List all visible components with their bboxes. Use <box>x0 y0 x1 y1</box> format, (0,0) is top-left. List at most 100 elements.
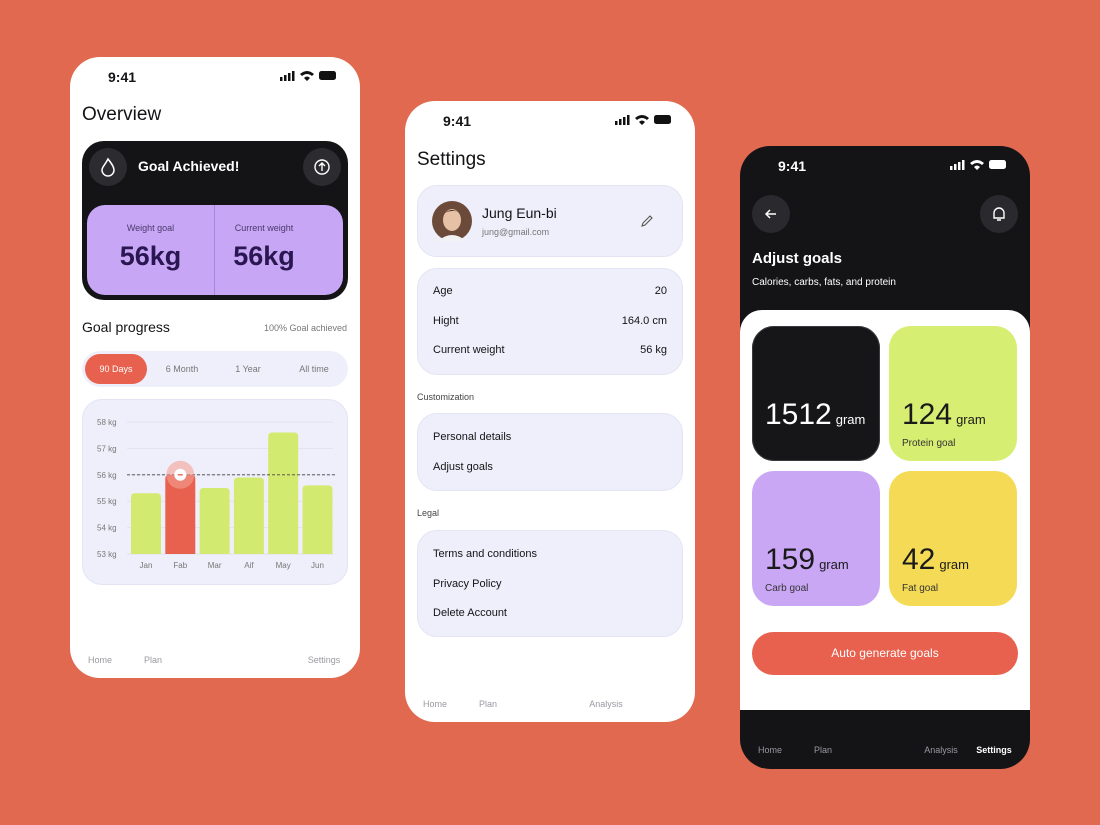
screen-title: Settings <box>417 149 486 170</box>
x-tick-label: Fab <box>173 561 187 570</box>
profile-name: Jung Eun-bi <box>482 205 557 221</box>
nav-label[interactable]: Plan <box>478 699 497 709</box>
tab[interactable]: 1 Year <box>235 364 261 374</box>
bar <box>302 485 333 554</box>
goal-number: 1512 <box>765 398 832 431</box>
status-time: 9:41 <box>108 69 137 85</box>
status-time: 9:41 <box>778 158 807 174</box>
legal-card: Terms and conditions Privacy Policy Delete… <box>417 530 683 637</box>
y-tick-label: 55 kg <box>97 497 117 506</box>
bottom-nav: Home Plan Analysis Settings <box>70 611 360 678</box>
goal-unit: gram <box>956 412 986 427</box>
current-weight-value: 56kg <box>233 241 295 271</box>
bar <box>199 488 230 554</box>
list-label: Adjust goals <box>433 460 493 473</box>
goal-number: 42 <box>902 543 936 576</box>
bar <box>233 477 264 554</box>
nav-label[interactable]: Analysis <box>252 655 290 665</box>
nav-label[interactable]: Home <box>422 699 447 709</box>
overview-screen: 9:41 Overview Goal Achieved! Weight goal… <box>70 57 360 678</box>
back-button[interactable] <box>752 195 790 233</box>
x-tick-label: May <box>276 561 291 570</box>
goal-unit: gram <box>835 412 866 427</box>
info-value: 20 <box>654 285 667 297</box>
goal-tile[interactable]: 42 gram Fat goal <box>889 471 1017 606</box>
section-title: Customization <box>417 392 475 402</box>
info-row: Age 20 <box>433 283 667 299</box>
goal-value: 124 gram <box>902 398 986 432</box>
goal-value: 42 gram <box>902 543 969 577</box>
divider <box>214 205 215 295</box>
goal-number: 159 <box>765 543 816 576</box>
x-tick-label: Aif <box>244 561 254 570</box>
tab[interactable]: All time <box>299 364 329 374</box>
goal-tile[interactable]: 124 gram Protein goal <box>889 326 1017 461</box>
progress-note: 100% Goal achieved <box>263 323 347 333</box>
profile-card[interactable]: Jung Eun-bi jung@gmail.com <box>417 185 683 257</box>
profile-email: jung@gmail.com <box>482 227 550 237</box>
goal-number: 124 <box>902 398 953 431</box>
goal-card: Goal Achieved! Weight goal 56kg Current … <box>82 141 348 300</box>
nav-label[interactable]: Settings <box>307 655 341 665</box>
weight-panel: Weight goal 56kg Current weight 56kg <box>87 205 343 295</box>
y-tick-label: 56 kg <box>97 471 117 480</box>
share-button[interactable] <box>303 148 341 186</box>
goal-value: 159 gram <box>765 543 849 577</box>
section-title: Goal progress <box>82 319 170 335</box>
screen-title: Overview <box>82 104 162 125</box>
list-item[interactable]: Terms and conditions <box>433 546 667 562</box>
info-value: 164.0 cm <box>621 314 667 327</box>
y-tick-label: 54 kg <box>97 524 117 533</box>
nav-label[interactable]: Analysis <box>924 745 958 755</box>
goal-value: 1512 gram <box>765 398 865 432</box>
nav-label[interactable]: Settings <box>976 745 1012 755</box>
customization-card: Personal details Adjust goals <box>417 413 683 491</box>
list-item[interactable]: Delete Account <box>433 605 667 621</box>
section-title: Legal <box>417 508 440 518</box>
goal-title: Goal Achieved! <box>138 158 240 174</box>
list-label: Privacy Policy <box>433 577 502 590</box>
nav-label[interactable]: Home <box>757 745 782 755</box>
list-item[interactable]: Adjust goals <box>433 459 667 475</box>
x-tick-label: Jun <box>311 561 324 570</box>
avatar <box>432 201 472 241</box>
notification-button[interactable] <box>980 195 1018 233</box>
adjust-goals-screen: 9:41 Adjust goals Calories, carbs, fats,… <box>740 146 1030 769</box>
goal-tiles: 1512 gram 124 gram Protein goal 159 gram Carb g… <box>740 146 1030 769</box>
nav-label[interactable]: Plan <box>143 655 162 665</box>
list-item[interactable]: Personal details <box>433 429 667 445</box>
x-tick-label: Mar <box>208 561 222 570</box>
tab-bar: 90 Days 6 Month 1 Year All time <box>82 351 348 387</box>
info-label: Age <box>433 285 453 297</box>
list-label: Delete Account <box>433 607 507 619</box>
info-row: Current weight 56 kg <box>433 342 667 358</box>
tab[interactable]: 6 Month <box>165 364 199 374</box>
goal-unit: gram <box>819 557 849 572</box>
weight-goal-label: Weight goal <box>126 223 175 233</box>
nav-label[interactable]: Plan <box>813 745 832 755</box>
status-icons <box>615 115 671 125</box>
info-label: Current weight <box>433 344 505 356</box>
goal-label: Fat goal <box>902 583 939 594</box>
y-tick-label: 58 kg <box>97 418 117 427</box>
nav-label[interactable]: Analysis <box>589 699 623 709</box>
goal-label: Carb goal <box>765 583 809 594</box>
nav-label[interactable]: Settings <box>641 699 677 709</box>
chart: 53 kg 54 kg 55 kg 56 kg 57 kg 58 kg Jan Fab Mar A… <box>97 418 335 570</box>
list-label: Personal details <box>433 431 512 443</box>
tab[interactable]: 90 Days <box>85 354 147 384</box>
status-icons <box>950 160 1006 170</box>
weight-goal-value: 56kg <box>119 241 182 271</box>
auto-generate-button[interactable]: Auto generate goals <box>752 632 1018 675</box>
settings-screen: 9:41 Settings Jung Eun-bi jung@gmail.com… <box>405 101 695 722</box>
goal-tile[interactable]: 159 gram Carb goal <box>752 471 880 606</box>
list-item[interactable]: Privacy Policy <box>433 576 667 592</box>
goal-tile[interactable]: 1512 gram <box>752 326 880 461</box>
info-value: 56 kg <box>640 344 667 356</box>
y-tick-label: 53 kg <box>97 550 117 559</box>
screen-subtitle: Calories, carbs, fats, and protein <box>752 277 896 288</box>
bar <box>165 474 196 554</box>
nav-label[interactable]: Home <box>87 655 112 665</box>
edit-icon[interactable] <box>640 214 654 228</box>
